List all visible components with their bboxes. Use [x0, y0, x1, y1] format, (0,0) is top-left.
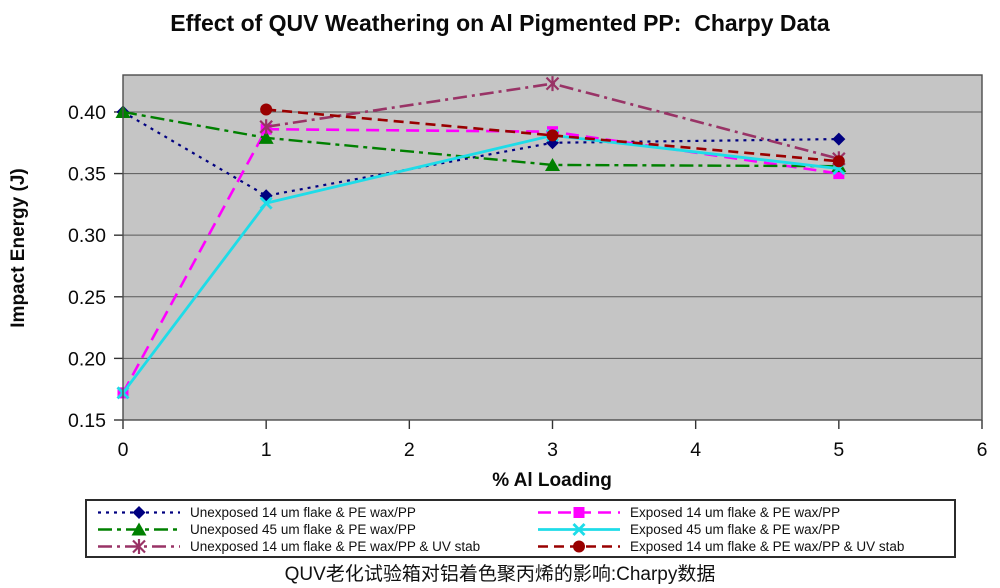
y-axis-title: Impact Energy (J) [8, 168, 29, 327]
legend-label: Exposed 14 um flake & PE wax/PP [630, 505, 841, 520]
circle-markers [260, 103, 845, 168]
legend-item: Exposed 45 um flake & PE wax/PP [535, 521, 948, 538]
chart-plot: 0.15 0.20 0.25 0.30 0.35 0.40 0 1 2 3 4 5 6 % Al Loa… [8, 74, 987, 491]
legend-label: Unexposed 14 um flake & PE wax/PP [190, 505, 416, 520]
legend-label: Exposed 45 um flake & PE wax/PP [630, 522, 841, 537]
plot-border [122, 74, 983, 421]
series-line [122, 111, 839, 197]
legend-item: Unexposed 45 um flake & PE wax/PP [95, 521, 535, 538]
x-tick-label: 0 [118, 439, 129, 461]
legend-label: Unexposed 14 um flake & PE wax/PP & UV s… [190, 539, 481, 554]
y-tick-label: 0.35 [68, 164, 106, 186]
y-tick-label: 0.40 [68, 102, 106, 124]
y-tick-label: 0.15 [68, 410, 106, 432]
legend-label: Unexposed 45 um flake & PE wax/PP [190, 522, 416, 537]
chart-title: Effect of QUV Weathering on Al Pigmented… [170, 10, 830, 36]
y-tick-label: 0.30 [68, 225, 106, 247]
legend-key-circle-icon [538, 540, 620, 553]
gridlines [123, 111, 982, 359]
plot-area: 0.15 0.20 0.25 0.30 0.35 0.40 0 1 2 3 4 5 6 [68, 74, 987, 461]
legend-key-triangle-icon [98, 522, 180, 536]
chart-legend: Unexposed 14 um flake & PE wax/PP Unexpos… [85, 499, 956, 558]
x-tick-label: 4 [690, 439, 701, 461]
legend-column-right: Exposed 14 um flake & PE wax/PP Exposed 4… [535, 504, 948, 554]
legend-item: Exposed 14 um flake & PE wax/PP [535, 504, 948, 521]
x-tick-label: 3 [547, 439, 558, 461]
legend-key-asterisk-icon [98, 539, 180, 554]
x-tick-label: 2 [404, 439, 415, 461]
y-tick-label: 0.25 [68, 287, 106, 309]
y-tick-label: 0.20 [68, 348, 106, 370]
x-tick-label: 1 [261, 439, 272, 461]
series-5 [260, 103, 845, 168]
legend-key-square-icon [538, 507, 620, 518]
legend-column-left: Unexposed 14 um flake & PE wax/PP Unexpos… [95, 504, 535, 554]
series-line [122, 110, 839, 168]
axes: 0.15 0.20 0.25 0.30 0.35 0.40 0 1 2 3 4 5 6 [68, 102, 987, 461]
x-tick-label: 6 [977, 439, 988, 461]
legend-key-x-icon [538, 523, 620, 536]
legend-item: Unexposed 14 um flake & PE wax/PP [95, 504, 535, 521]
legend-item: Exposed 14 um flake & PE wax/PP & UV sta… [535, 538, 948, 555]
x-axis-title: % Al Loading [492, 470, 612, 491]
chart-caption: QUV老化试验箱对铝着色聚丙烯的影响:Charpy数据 [284, 564, 716, 585]
legend-label: Exposed 14 um flake & PE wax/PP & UV sta… [630, 539, 905, 554]
legend-item: Unexposed 14 um flake & PE wax/PP & UV s… [95, 538, 535, 555]
legend-key-diamond-icon [98, 506, 180, 519]
x-tick-label: 5 [833, 439, 844, 461]
series-line [121, 133, 839, 394]
